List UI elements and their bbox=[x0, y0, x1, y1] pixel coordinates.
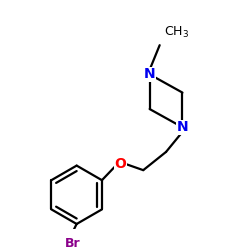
Text: N: N bbox=[144, 67, 156, 81]
Text: CH$_3$: CH$_3$ bbox=[164, 24, 189, 40]
Text: Br: Br bbox=[65, 237, 81, 250]
Text: O: O bbox=[114, 157, 126, 171]
Text: N: N bbox=[177, 120, 188, 134]
